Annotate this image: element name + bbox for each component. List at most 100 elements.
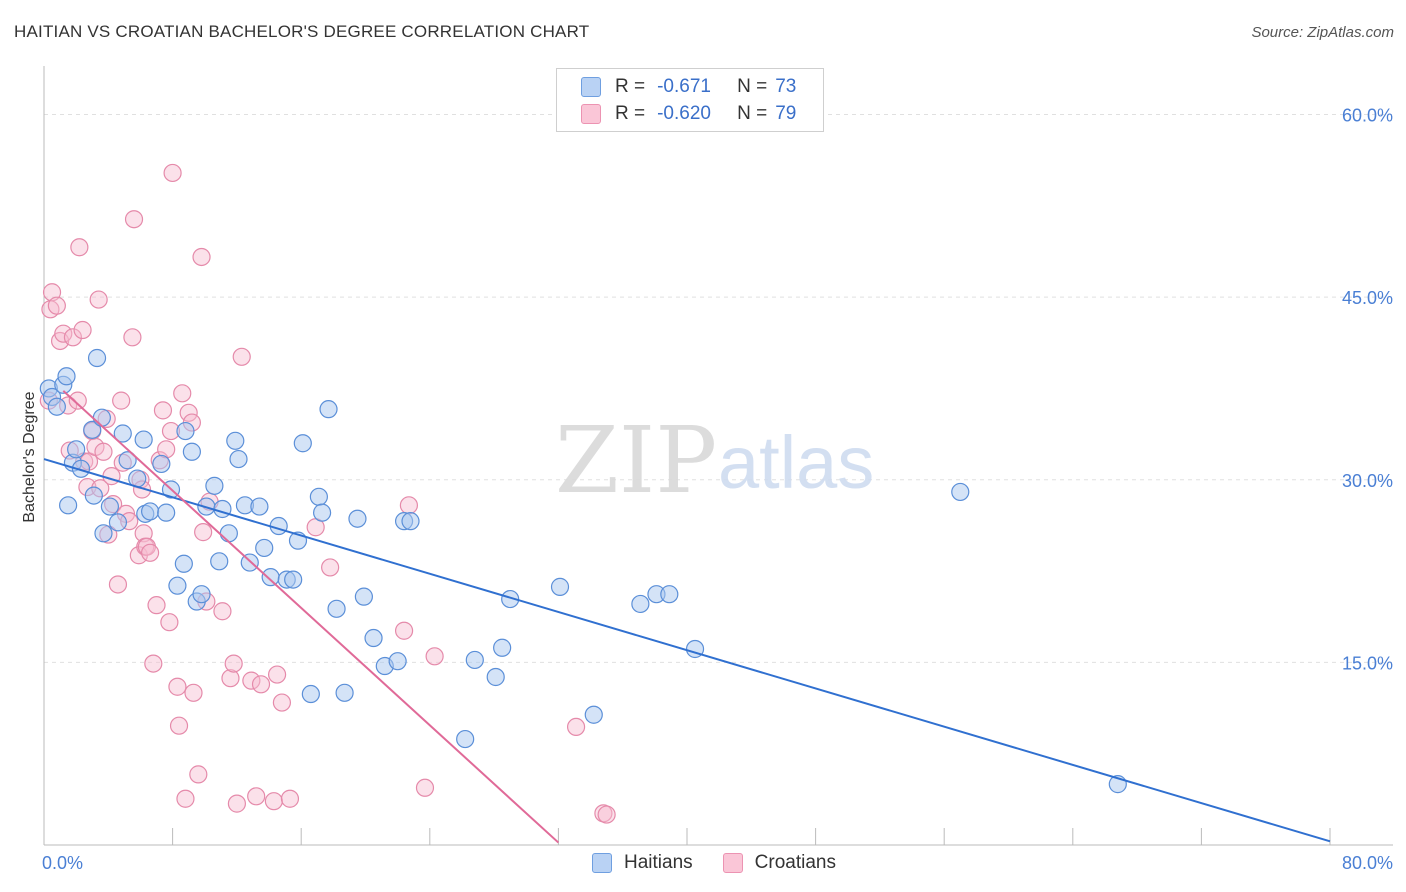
legend-row-haitians: R = -0.671 N = 73 [581, 74, 796, 100]
haitian-trendline [43, 458, 1331, 843]
croatian-point [108, 575, 128, 594]
legend-n-value: 73 [775, 76, 797, 97]
chart-title: HAITIAN VS CROATIAN BACHELOR'S DEGREE CO… [14, 22, 590, 41]
haitian-point [250, 497, 269, 516]
legend-label-croatians: Croatians [754, 852, 836, 873]
legend-r-value: -0.671 [657, 76, 711, 97]
legend-item-croatians[interactable]: Croatians [722, 852, 836, 874]
croatian-point [47, 296, 66, 315]
haitian-point [388, 652, 407, 671]
croatian-point [147, 596, 166, 615]
haitian-point [157, 503, 176, 522]
croatian-point [425, 647, 444, 666]
croatian-point [272, 693, 292, 712]
haitian-point [584, 705, 603, 724]
haitian-swatch [581, 77, 601, 97]
haitian-point [293, 434, 312, 453]
watermark-atlas: atlas [718, 421, 874, 504]
haitian-point [168, 576, 187, 595]
haitian-point [226, 431, 245, 450]
legend-label-haitians: Haitians [624, 852, 693, 873]
croatian-point [251, 675, 271, 694]
croatian-point [232, 347, 251, 366]
legend-item-haitians[interactable]: Haitians [592, 852, 693, 874]
haitian-point [47, 397, 66, 416]
legend-r-label: R = [615, 103, 646, 124]
haitian-point [660, 585, 679, 604]
croatian-point [192, 247, 211, 267]
croatian-point [42, 283, 62, 302]
haitian-point [550, 577, 570, 596]
croatian-point [144, 654, 163, 673]
croatian-point [221, 669, 240, 688]
haitian-point [134, 430, 153, 449]
haitian-point [182, 442, 201, 461]
legend-n-label: N = [737, 103, 768, 124]
haitian-point [631, 594, 650, 614]
haitian-point [327, 599, 346, 618]
y-tick-label: 30.0% [1342, 471, 1393, 491]
croatian-point [160, 613, 179, 632]
croatian-point [140, 543, 160, 562]
croatian-swatch [722, 853, 743, 873]
croatian-point [73, 320, 92, 340]
haitian-point [174, 554, 193, 573]
haitian-point [951, 482, 970, 502]
haitian-point [486, 667, 505, 687]
croatian-point [94, 442, 113, 461]
croatian-point [566, 717, 586, 737]
haitian-point [219, 524, 238, 543]
croatian-point [70, 238, 89, 257]
croatian-points [39, 163, 616, 824]
gridlines [44, 114, 1393, 663]
croatian-point [267, 665, 287, 684]
haitian-point [67, 440, 86, 459]
croatian-point [189, 765, 208, 784]
croatian-point [184, 683, 203, 702]
haitian-point [309, 487, 328, 506]
x-tick-label: 0.0% [42, 853, 83, 873]
haitian-point [57, 367, 76, 386]
croatian-swatch [581, 104, 601, 124]
tick-labels: 15.0% 30.0% 45.0% 60.0% 0.0% 80.0% [42, 106, 1393, 873]
haitian-point [501, 589, 520, 609]
croatian-point [112, 391, 131, 410]
legend-n-value: 79 [775, 103, 797, 124]
haitian-point [100, 497, 120, 516]
haitian-point [401, 512, 420, 531]
haitian-point [94, 524, 113, 543]
haitian-point [301, 684, 320, 704]
croatian-point [224, 654, 243, 673]
croatian-point [179, 403, 198, 422]
haitian-point [456, 729, 475, 749]
haitian-point [192, 585, 211, 604]
croatian-point [54, 324, 73, 343]
haitian-point [92, 408, 111, 427]
croatian-point [168, 677, 187, 696]
haitian-point [364, 628, 383, 648]
croatian-point [227, 794, 246, 813]
croatian-point [124, 210, 144, 229]
haitian-point [213, 499, 232, 519]
haitian-points [39, 348, 1127, 794]
croatian-point [213, 602, 232, 621]
croatian-point [102, 467, 121, 486]
haitian-point [284, 570, 303, 589]
correlation-legend: R = -0.671 N = 73 R = -0.620 N = 79 [556, 68, 824, 132]
croatian-point [415, 778, 435, 797]
axes [43, 66, 1393, 846]
haitian-point [118, 451, 137, 470]
haitian-point [335, 683, 354, 702]
haitian-point [140, 502, 160, 521]
haitian-point [59, 496, 78, 515]
haitian-point [84, 486, 103, 505]
croatian-point [597, 805, 616, 824]
croatian-point [242, 671, 261, 690]
croatian-point [280, 789, 300, 808]
watermark-zip: ZIP [555, 407, 717, 514]
croatian-point [399, 496, 419, 515]
y-tick-label: 15.0% [1342, 653, 1393, 673]
haitian-point [83, 420, 102, 439]
legend-r-label: R = [615, 76, 646, 97]
y-tick-label: 45.0% [1342, 288, 1393, 308]
